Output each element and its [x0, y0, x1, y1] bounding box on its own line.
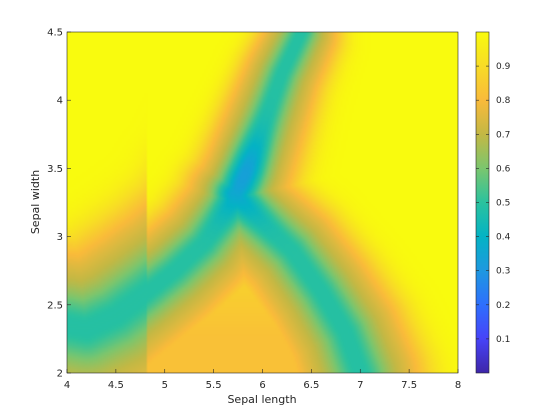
y-axis: 2 2.5 3 3.5 4 4.5: [47, 28, 71, 380]
colorbar-tick-label: 0.8: [496, 96, 511, 106]
y-tick-label: 2.5: [47, 300, 63, 311]
x-tick-label: 5: [162, 380, 168, 391]
colorbar-tick-label: 0.5: [496, 199, 510, 209]
colorbar: 0.1 0.2 0.3 0.4 0.5 0.6 0.7 0.8 0.9: [475, 31, 511, 374]
x-tick-label: 5.5: [206, 380, 222, 391]
colorbar-tick-label: 0.3: [496, 267, 510, 277]
y-tick-label: 3.5: [47, 164, 63, 175]
colorbar-tick-label: 0.6: [496, 164, 511, 174]
heatmap-image: [67, 32, 458, 373]
colorbar-ticks: 0.1 0.2 0.3 0.4 0.5 0.6 0.7 0.8 0.9: [476, 62, 511, 345]
x-axis: 4 4.5 5 5.5 6 6.5 7 7.5 8: [64, 369, 461, 391]
x-tick-label: 7: [357, 380, 363, 391]
x-tick-label: 8: [455, 380, 461, 391]
colorbar-tick-label: 0.9: [496, 62, 511, 72]
x-tick-label: 7.5: [401, 380, 417, 391]
x-tick-label: 6.5: [303, 380, 319, 391]
y-axis-label: Sepal width: [29, 170, 42, 234]
y-tick-label: 3: [57, 232, 63, 243]
colorbar-tick-label: 0.7: [496, 130, 510, 140]
y-tick-label: 4: [57, 96, 63, 107]
colorbar-tick-label: 0.2: [496, 301, 510, 311]
plot-area: [67, 32, 458, 373]
x-tick-label: 6: [259, 380, 265, 391]
x-tick-label: 4: [64, 380, 70, 391]
x-tick-label: 4.5: [108, 380, 124, 391]
colorbar-tick-label: 0.4: [496, 233, 511, 243]
y-tick-label: 2: [57, 369, 63, 380]
x-axis-label: Sepal length: [227, 393, 296, 406]
y-tick-label: 4.5: [47, 28, 63, 39]
colorbar-tick-label: 0.1: [496, 335, 510, 345]
